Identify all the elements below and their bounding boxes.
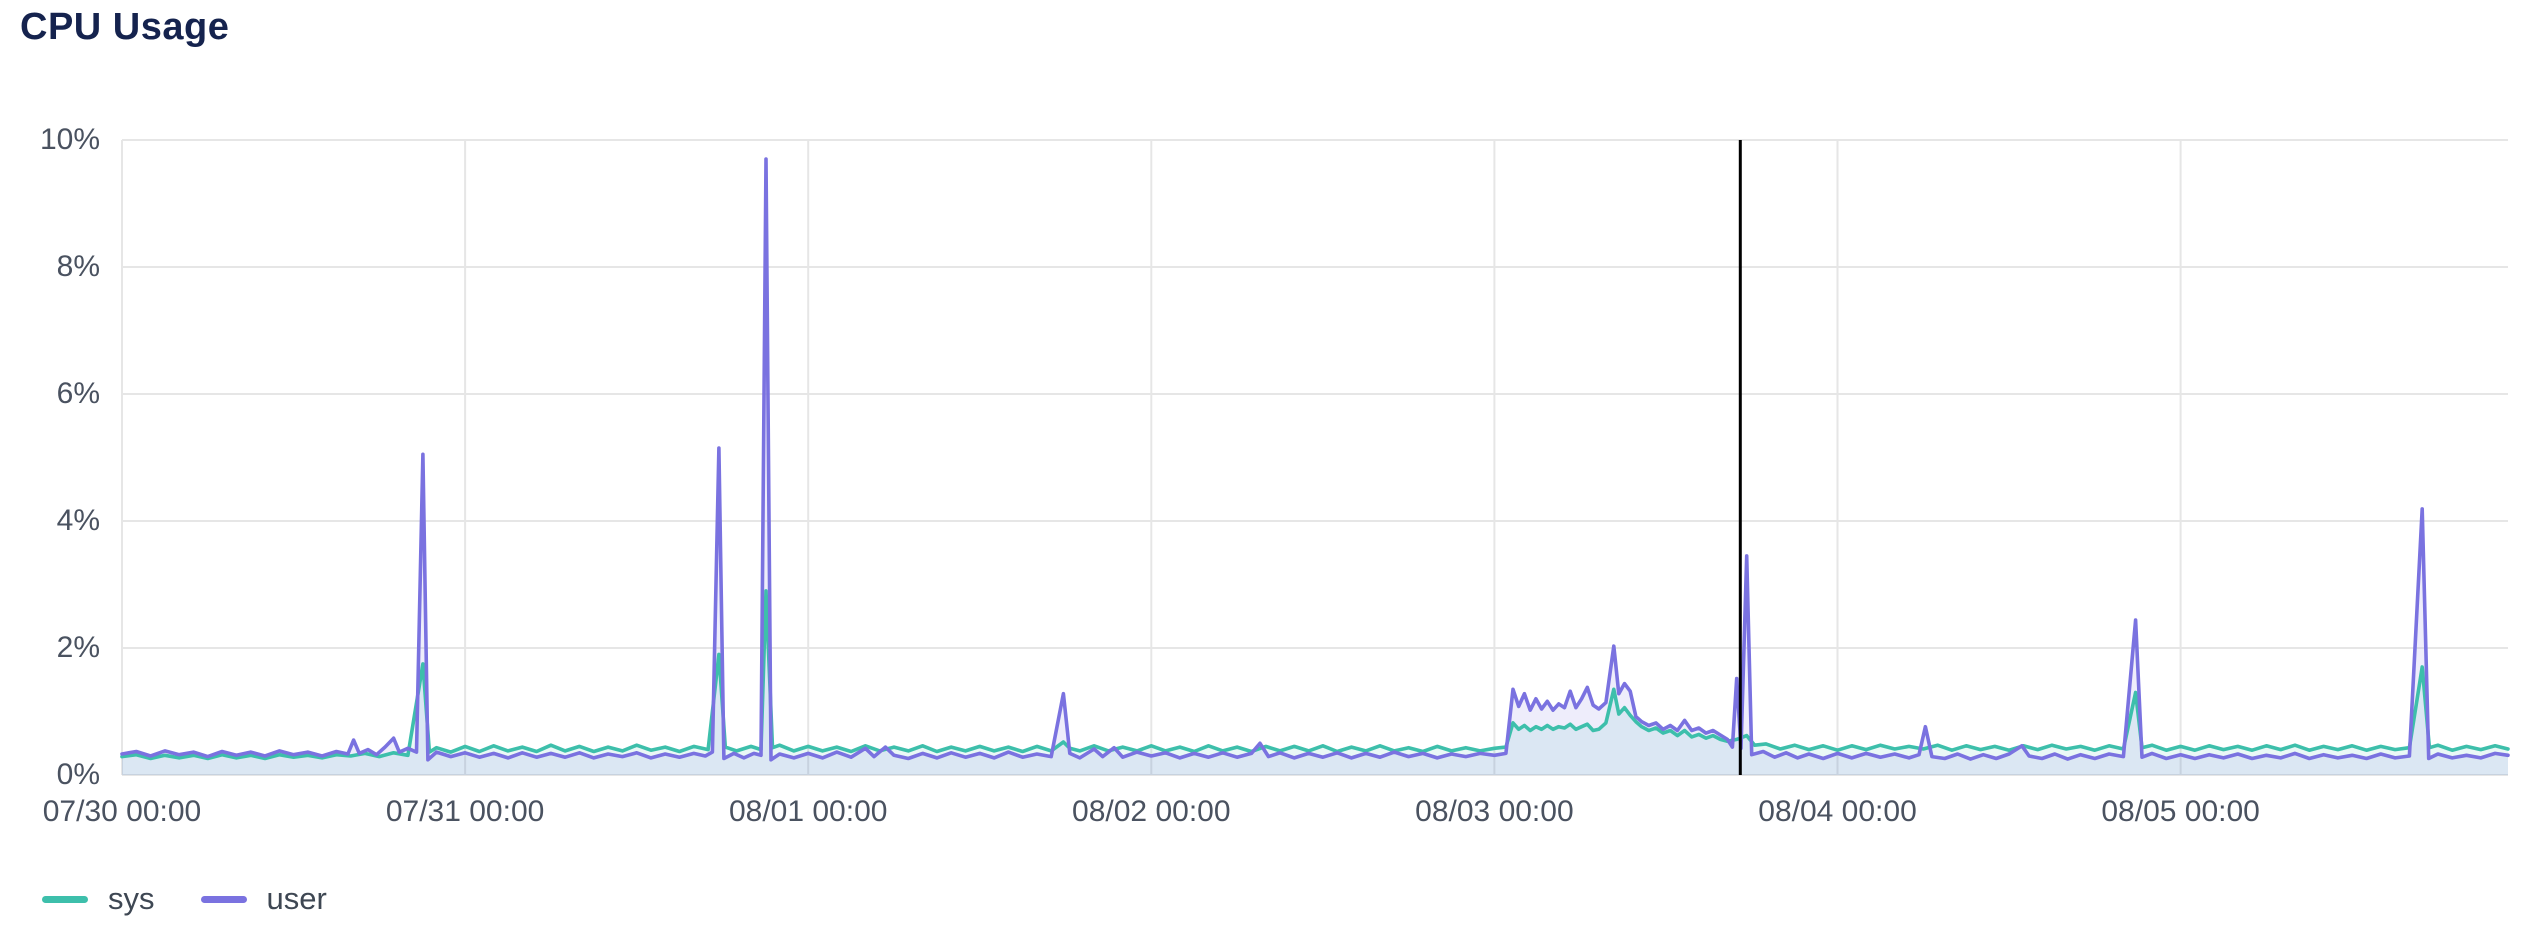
chart-title: CPU Usage — [20, 6, 230, 48]
x-tick-label: 08/01 00:00 — [728, 795, 888, 828]
x-tick-label: 07/30 00:00 — [42, 795, 202, 828]
series-sys-line — [120, 589, 2510, 761]
y-tick-label: 10% — [39, 123, 100, 156]
x-tick-label: 08/02 00:00 — [1072, 795, 1231, 828]
legend-swatch-sys — [42, 895, 88, 903]
legend-label-sys: sys — [108, 881, 155, 916]
series-sys-area — [122, 590, 2508, 775]
y-tick-label: 6% — [56, 377, 100, 410]
x-tick-label: 08/03 00:00 — [1415, 795, 1574, 828]
v-gridlines — [121, 140, 2182, 775]
y-tick-label: 0% — [56, 758, 100, 791]
legend: sys user — [42, 882, 327, 916]
series-user-line — [120, 157, 2510, 762]
h-gridlines — [122, 139, 2508, 776]
x-tick-label: 07/31 00:00 — [385, 795, 545, 828]
legend-item-sys[interactable]: sys — [42, 882, 155, 916]
y-tick-label: 8% — [56, 250, 100, 283]
x-tick-label: 08/05 00:00 — [2101, 795, 2260, 828]
series-user-area — [122, 159, 2508, 775]
y-tick-label: 2% — [56, 631, 100, 664]
legend-swatch-user — [200, 895, 247, 903]
x-tick-label: 08/04 00:00 — [1758, 795, 1917, 828]
y-tick-label: 4% — [56, 504, 100, 537]
legend-label-user: user — [266, 881, 327, 916]
legend-item-user[interactable]: user — [200, 881, 327, 916]
